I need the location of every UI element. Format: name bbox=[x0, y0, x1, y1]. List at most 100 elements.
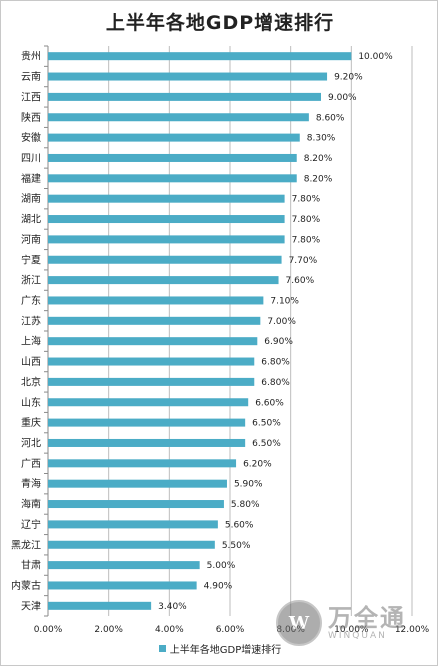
value-label: 7.70% bbox=[289, 256, 318, 266]
bar bbox=[48, 398, 249, 407]
category-label: 广西 bbox=[21, 458, 41, 470]
category-label: 湖南 bbox=[21, 192, 41, 205]
value-label: 6.90% bbox=[264, 337, 293, 347]
bar bbox=[48, 296, 264, 305]
value-label: 10.00% bbox=[358, 52, 393, 62]
category-label: 福建 bbox=[21, 172, 41, 185]
category-label: 广东 bbox=[21, 294, 41, 307]
bar bbox=[48, 500, 224, 509]
bar bbox=[48, 601, 152, 610]
value-label: 5.00% bbox=[207, 561, 236, 571]
bar bbox=[48, 174, 297, 183]
x-tick-label: 10.00% bbox=[334, 625, 369, 635]
category-label: 宁夏 bbox=[21, 253, 41, 266]
value-label: 5.80% bbox=[231, 500, 260, 510]
legend-swatch bbox=[158, 645, 166, 652]
legend: 上半年各地GDP增速排行 bbox=[0, 641, 440, 656]
grid-lines bbox=[44, 45, 413, 617]
value-label: 8.60% bbox=[316, 113, 345, 123]
bars bbox=[48, 52, 352, 610]
value-label: 6.50% bbox=[252, 439, 281, 449]
value-label: 4.90% bbox=[204, 581, 233, 591]
bar bbox=[48, 438, 246, 447]
category-label: 重庆 bbox=[21, 416, 41, 429]
bar bbox=[48, 459, 237, 468]
chart-title: 上半年各地GDP增速排行 bbox=[105, 12, 335, 34]
value-label: 7.00% bbox=[267, 317, 296, 327]
value-label: 8.30% bbox=[307, 134, 336, 144]
x-tick-label: 0.00% bbox=[34, 625, 63, 635]
value-label: 6.50% bbox=[252, 419, 281, 429]
category-label: 辽宁 bbox=[21, 518, 41, 531]
value-label: 3.40% bbox=[158, 602, 187, 612]
category-label: 甘肃 bbox=[21, 559, 41, 572]
category-label: 黑龙江 bbox=[11, 538, 41, 551]
category-label: 山东 bbox=[21, 396, 41, 409]
bar bbox=[48, 520, 218, 529]
value-label: 8.20% bbox=[304, 154, 333, 164]
bar bbox=[48, 276, 279, 285]
category-label: 贵州 bbox=[21, 50, 41, 63]
bar bbox=[48, 133, 300, 142]
category-label: 河北 bbox=[21, 437, 41, 449]
x-tick-label: 6.00% bbox=[216, 625, 245, 635]
category-label: 上海 bbox=[21, 335, 41, 348]
category-label: 北京 bbox=[21, 375, 41, 388]
watermark-logo: W bbox=[276, 600, 322, 646]
bar bbox=[48, 72, 328, 81]
category-label: 山西 bbox=[21, 356, 41, 368]
value-label: 7.60% bbox=[286, 276, 315, 286]
value-label: 6.80% bbox=[261, 378, 290, 388]
category-label: 陕西 bbox=[21, 111, 41, 124]
bar bbox=[48, 255, 282, 264]
watermark-name: 万全通 bbox=[328, 604, 406, 632]
value-label: 6.80% bbox=[261, 358, 290, 368]
x-tick-label: 4.00% bbox=[155, 625, 184, 635]
category-label: 河南 bbox=[21, 233, 41, 246]
category-label: 海南 bbox=[21, 498, 41, 511]
value-label: 5.60% bbox=[225, 520, 254, 530]
x-tick-label: 12.00% bbox=[395, 625, 430, 635]
value-label: 9.20% bbox=[334, 73, 363, 83]
bar bbox=[48, 153, 297, 162]
category-label: 江苏 bbox=[21, 314, 41, 327]
bar bbox=[48, 377, 255, 386]
bar bbox=[48, 540, 215, 549]
category-label: 安徽 bbox=[21, 131, 41, 144]
value-label: 7.80% bbox=[292, 195, 321, 205]
category-label: 四川 bbox=[21, 153, 41, 164]
bar bbox=[48, 92, 321, 101]
bar bbox=[48, 235, 285, 244]
value-label: 7.80% bbox=[292, 215, 321, 225]
category-label: 浙江 bbox=[21, 275, 41, 287]
bar bbox=[48, 581, 197, 590]
value-label: 6.60% bbox=[255, 398, 284, 408]
watermark-subtitle: WINQUAN bbox=[328, 631, 387, 641]
bar bbox=[48, 479, 227, 488]
category-label: 江西 bbox=[21, 91, 41, 103]
bar bbox=[48, 561, 200, 570]
bar bbox=[48, 113, 309, 122]
value-label: 6.20% bbox=[243, 459, 272, 469]
value-label: 5.90% bbox=[234, 480, 263, 490]
value-label: 9.00% bbox=[328, 93, 357, 103]
bar bbox=[48, 52, 352, 61]
value-label: 8.20% bbox=[304, 174, 333, 184]
value-label: 7.10% bbox=[270, 296, 299, 306]
bar bbox=[48, 194, 285, 203]
category-label: 青海 bbox=[21, 477, 41, 490]
category-label: 云南 bbox=[21, 70, 41, 83]
bar bbox=[48, 418, 246, 427]
watermark-text: 万全通 WINQUAN bbox=[328, 605, 406, 641]
x-tick-label: 2.00% bbox=[94, 625, 123, 635]
category-label: 天津 bbox=[21, 600, 41, 612]
bar bbox=[48, 357, 255, 366]
bar bbox=[48, 316, 261, 325]
labels: 0.00%2.00%4.00%6.00%8.00%10.00%12.00%贵州1… bbox=[11, 50, 430, 635]
category-label: 内蒙古 bbox=[11, 579, 41, 592]
category-label: 湖北 bbox=[21, 214, 41, 226]
value-label: 7.80% bbox=[292, 235, 321, 245]
value-label: 5.50% bbox=[222, 541, 251, 551]
